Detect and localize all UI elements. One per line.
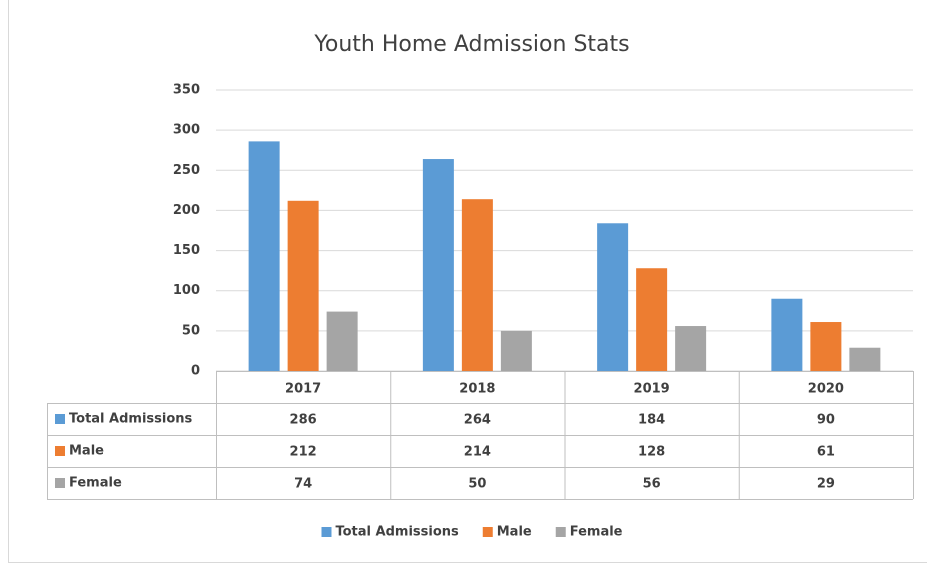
table-value: 212 <box>290 445 317 460</box>
legend-key <box>321 527 332 537</box>
y-tick-label: 0 <box>191 364 200 379</box>
y-tick-label: 150 <box>173 243 200 258</box>
x-tick-label: 2018 <box>459 382 495 397</box>
legend-label: Male <box>497 525 532 540</box>
table-value: 214 <box>464 445 491 460</box>
y-tick-label: 100 <box>173 283 200 298</box>
bar <box>849 347 881 371</box>
table-legend-key <box>55 414 65 424</box>
table-value: 61 <box>817 445 835 460</box>
bar <box>287 200 319 371</box>
table-value: 184 <box>638 413 665 428</box>
y-tick-label: 200 <box>173 203 200 218</box>
table-value: 29 <box>817 477 835 492</box>
y-tick-label: 300 <box>173 123 200 138</box>
y-tick-label: 350 <box>173 83 200 98</box>
table-value: 264 <box>464 413 491 428</box>
x-tick-label: 2017 <box>285 382 321 397</box>
y-tick-label: 250 <box>173 163 200 178</box>
legend-label: Female <box>570 525 623 540</box>
table-row-label: Female <box>69 476 122 491</box>
bar <box>636 268 668 371</box>
table-value: 74 <box>294 477 312 492</box>
bar <box>422 159 454 371</box>
legend-key <box>482 527 493 537</box>
y-tick-label: 50 <box>182 323 200 338</box>
bar <box>810 322 842 371</box>
bar <box>461 199 493 371</box>
table-value: 128 <box>638 445 665 460</box>
table-value: 286 <box>290 413 317 428</box>
bar <box>500 330 532 371</box>
legend-label: Total Admissions <box>335 525 459 540</box>
bar <box>326 311 358 371</box>
bar <box>675 326 707 371</box>
bar <box>597 223 629 371</box>
table-legend-key <box>55 478 65 488</box>
table-legend-key <box>55 446 65 456</box>
table-value: 56 <box>643 477 661 492</box>
legend-key <box>555 527 566 537</box>
table-value: 50 <box>468 477 486 492</box>
chart-title: Youth Home Admission Stats <box>313 32 629 57</box>
bar <box>248 141 280 371</box>
x-tick-label: 2020 <box>808 382 844 397</box>
table-row-label: Male <box>69 444 104 459</box>
x-tick-label: 2019 <box>634 382 670 397</box>
bar <box>771 298 803 371</box>
table-row-label: Total Admissions <box>69 412 193 427</box>
table-value: 90 <box>817 413 835 428</box>
